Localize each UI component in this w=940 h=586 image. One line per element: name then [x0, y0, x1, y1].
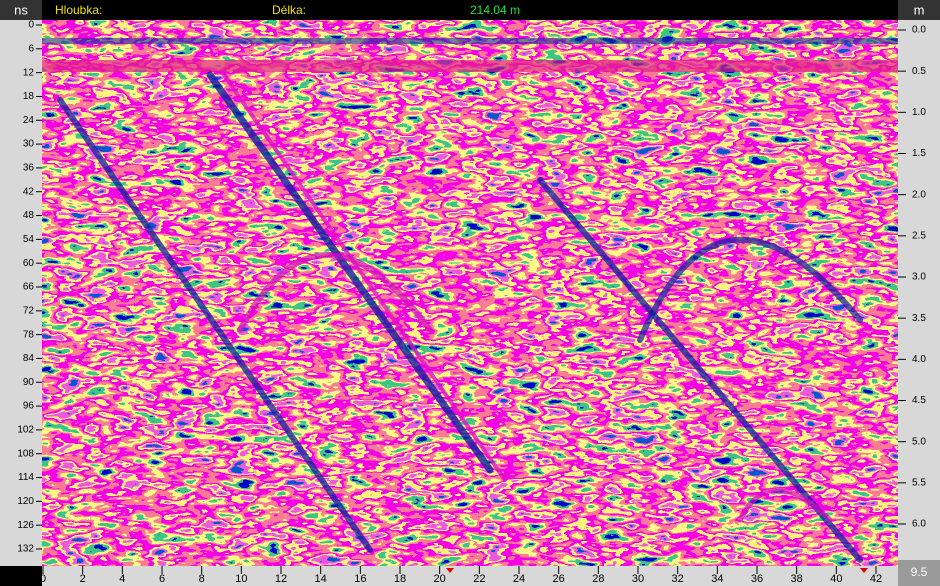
right-tick-label: 4.5	[912, 395, 926, 406]
left-tick-label: 132	[17, 544, 34, 555]
left-tick-label: 108	[17, 448, 34, 459]
left-tick-label: 60	[23, 258, 35, 269]
left-tick-label: 24	[23, 115, 35, 126]
bottom-tick-label: 40	[830, 573, 842, 585]
left-tick-label: 0	[28, 20, 34, 31]
bottom-tick-label: 38	[791, 573, 803, 585]
reflections	[42, 38, 898, 563]
left-tick-label: 18	[23, 91, 35, 102]
left-tick-label: 48	[23, 210, 35, 221]
right-tick-label: 0.0	[912, 25, 926, 36]
radargram-image	[42, 20, 898, 566]
depth-label: Hloubka:	[55, 3, 102, 17]
right-unit-box	[898, 0, 940, 20]
left-tick-label: 12	[23, 67, 35, 78]
right-unit: m	[914, 2, 925, 17]
bottom-tick-label: 20	[434, 573, 446, 585]
length-label: Délka:	[272, 3, 306, 17]
corner-value: 9.5	[911, 565, 928, 579]
left-tick-label: 78	[23, 329, 35, 340]
bottom-tick-label: 4	[119, 573, 125, 585]
right-tick-label: 2.5	[912, 230, 926, 241]
corner-box	[0, 566, 42, 586]
bottom-tick-label: 28	[592, 573, 604, 585]
left-tick-label: 84	[23, 353, 35, 364]
right-tick-label: 1.0	[912, 107, 926, 118]
left-tick-label: 120	[17, 496, 34, 507]
right-tick-label: 5.0	[912, 436, 926, 447]
bottom-tick-label: 30	[632, 573, 644, 585]
bottom-tick-label: 18	[394, 573, 406, 585]
right-tick-label: 3.5	[912, 313, 926, 324]
corner-value-box	[898, 560, 940, 586]
left-tick-label: 36	[23, 163, 35, 174]
bottom-tick-label: 22	[473, 573, 485, 585]
left-unit: ns	[14, 2, 28, 17]
right-tick-label: 2.0	[912, 189, 926, 200]
left-tick-label: 30	[23, 139, 35, 150]
left-tick-label: 6	[28, 43, 34, 54]
bottom-tick-label: 24	[513, 573, 525, 585]
bottom-tick-label: 10	[235, 573, 247, 585]
bottom-tick-label: 26	[553, 573, 565, 585]
bottom-tick-label: 36	[751, 573, 763, 585]
left-tick-label: 66	[23, 282, 35, 293]
bottom-tick-label: 0	[40, 573, 46, 585]
right-tick-label: 4.0	[912, 354, 926, 365]
bottom-tick-label: 12	[275, 573, 287, 585]
right-tick-label: 0.5	[912, 66, 926, 77]
bottom-tick-label: 32	[672, 573, 684, 585]
right-tick-label: 5.5	[912, 477, 926, 488]
bottom-tick-label: 2	[80, 573, 86, 585]
bottom-tick-label: 14	[315, 573, 327, 585]
bottom-tick-label: 34	[711, 573, 723, 585]
left-unit-box	[0, 0, 42, 20]
left-tick-label: 102	[17, 425, 34, 436]
bottom-tick-label: 6	[159, 573, 165, 585]
right-tick-label: 3.0	[912, 272, 926, 283]
header-bar	[42, 0, 898, 20]
left-tick-label: 114	[18, 472, 34, 483]
left-tick-label: 90	[23, 377, 35, 388]
left-tick-label: 96	[23, 401, 35, 412]
left-tick-label: 126	[17, 520, 34, 531]
right-tick-label: 6.0	[912, 519, 926, 530]
left-tick-label: 54	[23, 234, 35, 245]
bottom-tick-label: 8	[199, 573, 205, 585]
left-tick-label: 72	[23, 305, 35, 316]
left-tick-label: 42	[23, 186, 35, 197]
bottom-tick-label: 42	[870, 573, 882, 585]
length-value: 214.04 m	[470, 3, 520, 17]
bottom-tick-label: 16	[354, 573, 366, 585]
right-tick-label: 1.5	[912, 148, 926, 159]
